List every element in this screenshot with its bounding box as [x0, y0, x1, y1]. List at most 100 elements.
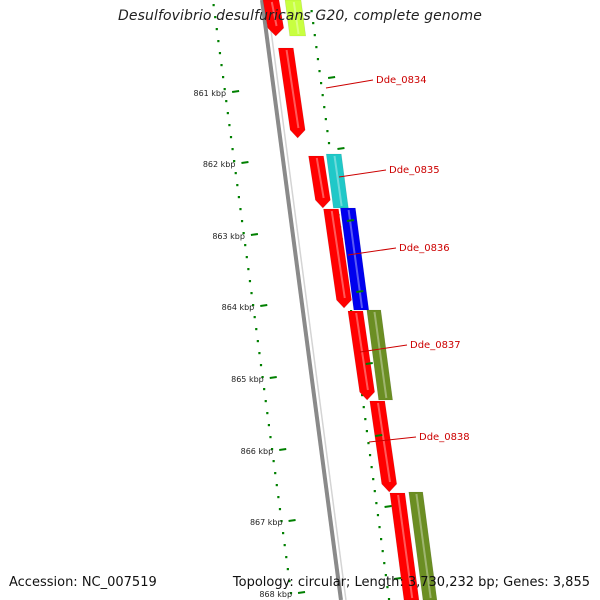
tick-dot — [362, 406, 365, 409]
gene-feature — [347, 310, 375, 401]
tick-dot — [280, 520, 283, 523]
tick-dot — [324, 118, 327, 121]
tick-dot — [289, 592, 293, 595]
gene-feature — [389, 492, 420, 600]
gene-label[interactable]: Dde_0838 — [419, 432, 470, 443]
tick-dot — [375, 502, 378, 505]
tick-dot — [275, 484, 278, 487]
tick-mark — [288, 519, 296, 522]
scale-ticks: 861 kbp 862 kbp 863 kbp 864 kbp 865 kbp 866 k… — [193, 76, 402, 599]
gene-leader-line — [359, 344, 408, 353]
genome-summary-text: Topology: circular; Length: 3,730,232 bp… — [232, 575, 590, 590]
tick-dot — [378, 526, 381, 529]
tick-dot — [222, 76, 225, 79]
tick-mark — [241, 161, 249, 164]
tick-dot — [270, 448, 274, 451]
tick-mark — [250, 233, 259, 236]
gene-leader-line — [338, 169, 387, 178]
tick-dot — [267, 424, 270, 427]
tick-mark — [365, 362, 373, 365]
tick-dot — [384, 574, 387, 577]
tick-dot — [318, 70, 321, 73]
gene-leader-line — [368, 436, 417, 443]
tick-label: 862 kbp — [203, 160, 236, 169]
tick-mark — [375, 434, 383, 437]
tick-dot — [248, 280, 252, 283]
gene-feature — [369, 400, 398, 493]
tick-mark — [356, 290, 364, 293]
backbone-highlight — [266, 0, 347, 600]
tick-label: 865 kbp — [231, 375, 264, 384]
tick-dot — [327, 142, 331, 145]
tick-dot — [261, 376, 264, 379]
gene-feature — [408, 491, 438, 600]
tick-dot — [269, 436, 272, 439]
tick-dot — [258, 352, 261, 355]
gene-feature — [323, 208, 352, 309]
gene-feature — [277, 47, 306, 139]
gene-highlight — [397, 494, 414, 599]
gene-highlight — [415, 493, 432, 599]
tick-dot — [372, 478, 375, 481]
tick-dot — [263, 388, 266, 391]
tick-mark — [231, 90, 240, 93]
gene-highlight — [333, 155, 343, 207]
gene-label[interactable]: Dde_0835 — [389, 165, 440, 176]
tick-dot — [256, 340, 259, 343]
tick-dot — [225, 100, 228, 103]
gene-label[interactable]: Dde_0837 — [410, 340, 461, 351]
tick-dot — [229, 136, 233, 139]
gene-feature — [262, 0, 285, 37]
tick-label: 868 kbp — [259, 590, 292, 599]
tick-dot — [223, 88, 226, 91]
tick-dot — [266, 412, 269, 415]
tick-dot — [373, 490, 376, 493]
tick-dot — [282, 532, 285, 535]
tick-dot — [233, 160, 236, 163]
tick-dot — [381, 550, 384, 553]
gene-highlight — [373, 311, 388, 399]
tick-mark — [279, 448, 287, 451]
gene-highlight — [315, 157, 325, 199]
tick-dot — [310, 10, 313, 13]
tick-label: 866 kbp — [241, 447, 274, 456]
tick-dot — [226, 112, 229, 115]
tick-dot — [285, 556, 288, 559]
tick-dot — [320, 82, 323, 85]
tick-dot — [231, 148, 234, 151]
tick-dot — [242, 232, 245, 235]
gene-highlight — [377, 402, 391, 483]
gene-label[interactable]: Dde_0836 — [399, 243, 450, 254]
gene-highlight — [270, 1, 278, 27]
tick-label: 861 kbp — [193, 89, 226, 98]
tick-dot — [368, 454, 372, 457]
tick-label: 863 kbp — [212, 232, 245, 241]
tick-dot — [364, 418, 367, 421]
tick-dot — [236, 184, 239, 187]
tick-dot — [383, 562, 386, 565]
tick-dot — [250, 292, 253, 295]
gene-features — [262, 0, 438, 600]
gene-leader-line — [347, 247, 397, 256]
tick-dot — [212, 4, 215, 7]
tick-label: 867 kbp — [250, 518, 283, 527]
gene-feature — [308, 155, 331, 209]
tick-dot — [367, 442, 370, 445]
tick-dot — [245, 256, 248, 259]
tick-dot — [288, 580, 291, 583]
tick-dot — [278, 508, 282, 511]
tick-dot — [386, 586, 389, 589]
tick-dot — [220, 64, 223, 67]
tick-mark — [384, 505, 392, 508]
tick-mark — [327, 76, 336, 79]
tick-mark — [393, 577, 402, 580]
gene-label[interactable]: Dde_0834 — [376, 75, 427, 86]
tick-dot — [252, 304, 255, 307]
tick-dot — [259, 364, 263, 367]
tick-dot — [365, 430, 368, 433]
tick-dot — [264, 400, 267, 403]
tick-dot — [244, 244, 247, 247]
tick-dot — [274, 472, 277, 475]
tick-dot — [277, 496, 280, 499]
